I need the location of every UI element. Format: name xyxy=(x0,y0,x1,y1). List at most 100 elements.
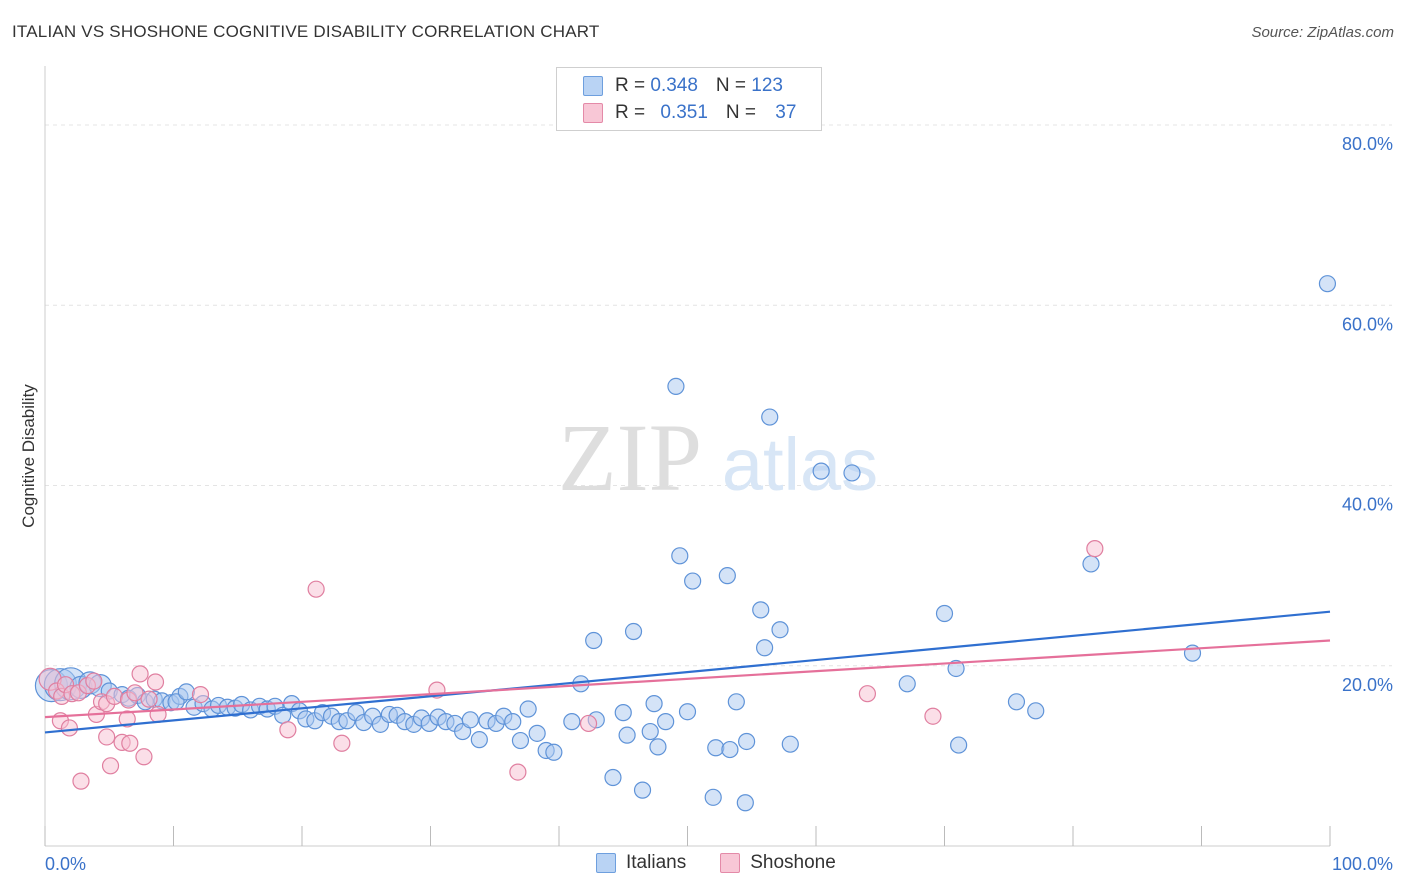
italians-point xyxy=(1082,555,1100,573)
shoshone-swatch xyxy=(583,103,603,123)
shoshone-point xyxy=(98,728,116,746)
italians-point xyxy=(678,703,697,721)
shoshone-point xyxy=(333,734,351,752)
y-tick-label: 60.0% xyxy=(1342,314,1393,334)
italians-n-value: 123 xyxy=(751,75,783,96)
italians-point xyxy=(649,738,667,756)
x-tick-labels: 0.0% 100.0% xyxy=(45,854,1393,874)
italians-point xyxy=(812,462,830,480)
shoshone-r-value: 0.351 xyxy=(660,102,708,123)
italians-point xyxy=(1318,275,1337,293)
shoshone-legend-label: Shoshone xyxy=(750,852,836,873)
y-tick-label: 20.0% xyxy=(1342,675,1393,695)
italians-point xyxy=(604,768,622,787)
shoshone-point xyxy=(118,710,136,728)
italians-point xyxy=(771,621,789,639)
italians-point xyxy=(504,713,522,731)
italians-point xyxy=(645,695,663,713)
italians-point xyxy=(721,740,739,759)
italians-point xyxy=(752,601,770,619)
shoshone-point xyxy=(101,757,120,775)
italians-point xyxy=(935,604,954,623)
italians-point xyxy=(667,377,685,395)
y-tick-labels: 20.0% 40.0% 60.0% 80.0% xyxy=(1342,134,1393,695)
shoshone-point xyxy=(72,772,90,790)
shoshone-point xyxy=(60,719,79,737)
shoshone-point xyxy=(509,763,527,781)
chart-title: ITALIAN VS SHOSHONE COGNITIVE DISABILITY… xyxy=(12,22,600,41)
legend-item-italians[interactable]: Italians xyxy=(596,852,686,874)
shoshone-point xyxy=(121,734,139,752)
shoshone-point xyxy=(579,714,598,733)
watermark-atlas: atlas xyxy=(722,423,878,506)
italians-point xyxy=(528,724,546,742)
legend-item-shoshone[interactable]: Shoshone xyxy=(720,852,836,874)
shoshone-point xyxy=(131,665,149,683)
legend-row-shoshone: R = 0.351 N = 37 xyxy=(583,101,796,125)
shoshone-point xyxy=(858,685,877,703)
shoshone-point xyxy=(279,721,297,739)
italians-n-label: N = xyxy=(715,75,752,96)
italians-point xyxy=(704,788,722,806)
italians-point xyxy=(618,726,636,744)
italians-trend-line xyxy=(44,610,1331,734)
shoshone-trend-line xyxy=(44,639,1331,719)
series-legend: Italians Shoshone xyxy=(596,852,870,874)
italians-point xyxy=(657,713,675,731)
italians-point xyxy=(727,693,745,711)
shoshone-legend-swatch xyxy=(720,853,741,873)
shoshone-n-value: 37 xyxy=(775,102,797,123)
italians-point xyxy=(1007,693,1026,711)
italians-point xyxy=(947,659,965,678)
shoshone-point xyxy=(191,686,210,704)
italians-point xyxy=(1027,702,1045,720)
italians-point xyxy=(614,704,632,722)
italians-points xyxy=(34,275,1337,812)
source-credit: Source: ZipAtlas.com xyxy=(1251,24,1394,41)
y-axis-label: Cognitive Disability xyxy=(19,384,38,528)
italians-point xyxy=(843,464,861,482)
italians-point xyxy=(738,732,756,751)
italians-point xyxy=(511,731,530,750)
italians-point xyxy=(684,572,702,590)
italians-point xyxy=(755,639,774,657)
watermark: ZIP atlas xyxy=(558,404,878,511)
italians-r-label: R = xyxy=(615,75,651,96)
shoshone-r-label: R = xyxy=(615,102,651,123)
shoshone-point xyxy=(135,748,153,766)
italians-point xyxy=(461,711,479,729)
italians-point xyxy=(633,781,652,799)
y-tick-label: 40.0% xyxy=(1342,495,1393,515)
italians-point xyxy=(519,700,537,718)
italians-point xyxy=(736,794,754,812)
x-tick-label: 100.0% xyxy=(1332,854,1393,874)
italians-point xyxy=(585,631,603,650)
shoshone-point xyxy=(105,687,123,706)
italians-point xyxy=(545,743,563,761)
italians-point xyxy=(470,731,488,749)
legend-row-italians: R = 0.348 N = 123 xyxy=(583,74,783,98)
shoshone-point xyxy=(924,707,942,725)
italians-point xyxy=(641,722,659,741)
y-tick-label: 80.0% xyxy=(1342,134,1393,154)
trend-lines xyxy=(44,610,1331,734)
axes xyxy=(44,66,1331,847)
italians-point xyxy=(898,675,916,693)
shoshone-point xyxy=(307,580,325,598)
shoshone-point xyxy=(1086,540,1104,558)
italians-r-value: 0.348 xyxy=(650,75,698,96)
shoshone-point xyxy=(146,673,165,691)
italians-point xyxy=(761,408,779,426)
italians-point xyxy=(707,739,725,757)
italians-swatch xyxy=(583,76,603,96)
italians-point xyxy=(624,622,643,641)
italians-point xyxy=(950,736,968,754)
x-tick-label: 0.0% xyxy=(45,854,86,874)
italians-legend-swatch xyxy=(596,853,616,873)
shoshone-n-label: N = xyxy=(725,102,762,123)
italians-point xyxy=(718,567,736,585)
italians-point xyxy=(563,713,581,731)
italians-point xyxy=(781,735,799,753)
shoshone-point xyxy=(149,705,167,724)
watermark-zip: ZIP xyxy=(558,404,702,511)
